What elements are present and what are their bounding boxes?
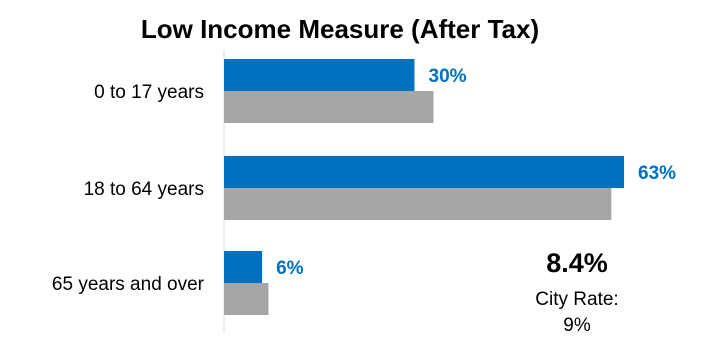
bar-secondary xyxy=(224,188,612,220)
data-label: 6% xyxy=(276,258,304,279)
bar-primary xyxy=(224,156,625,188)
bar-primary xyxy=(224,251,263,283)
bar-secondary xyxy=(224,91,434,123)
callout-value: 8.4% xyxy=(546,248,608,278)
data-label: 63% xyxy=(638,163,676,184)
bar-secondary xyxy=(224,283,269,315)
category-label: 65 years and over xyxy=(52,274,205,295)
labels-group: 0 to 17 years 30% 18 to 64 years 63% 65 year… xyxy=(52,66,676,295)
category-label: 18 to 64 years xyxy=(84,179,204,200)
category-label: 0 to 17 years xyxy=(94,82,204,103)
callout-city-rate: 9% xyxy=(563,315,591,336)
data-label: 30% xyxy=(429,66,467,87)
bar-primary xyxy=(224,59,415,91)
bars-group xyxy=(224,59,625,315)
chart-title: Low Income Measure (After Tax) xyxy=(141,14,539,44)
callout-label: City Rate: xyxy=(535,289,618,310)
